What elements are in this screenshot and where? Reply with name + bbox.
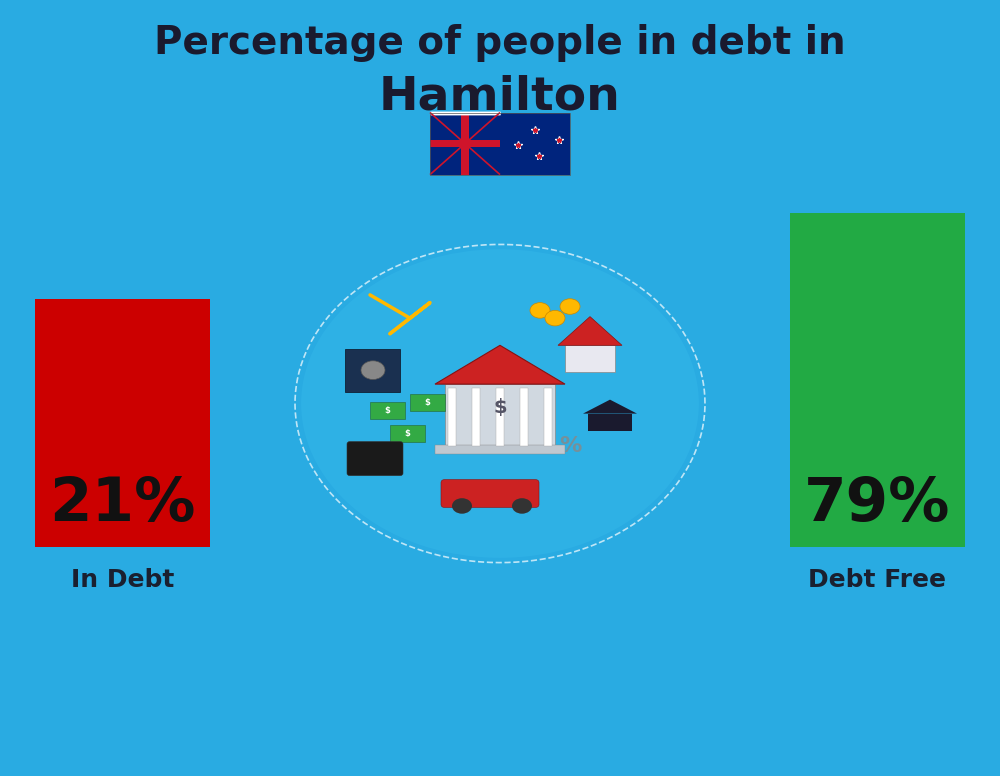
Text: $: $ (405, 429, 410, 438)
Bar (345, 349, 400, 392)
Text: 21%: 21% (49, 475, 196, 534)
Circle shape (545, 310, 565, 326)
Text: Debt Free: Debt Free (808, 568, 946, 591)
Bar (448, 388, 456, 446)
Polygon shape (558, 317, 622, 345)
Bar (370, 402, 405, 419)
Polygon shape (583, 400, 637, 414)
Bar (544, 388, 552, 446)
FancyBboxPatch shape (441, 480, 539, 508)
Circle shape (560, 299, 580, 314)
Bar (790, 213, 965, 547)
Text: In Debt: In Debt (71, 568, 174, 591)
Bar (588, 414, 632, 431)
Text: $: $ (385, 406, 390, 415)
Bar (445, 384, 555, 446)
Bar (496, 388, 504, 446)
Bar (390, 425, 425, 442)
Circle shape (452, 498, 472, 514)
Circle shape (301, 249, 699, 558)
Bar (430, 140, 500, 147)
Bar (430, 113, 570, 175)
FancyBboxPatch shape (347, 442, 403, 476)
Text: $: $ (493, 398, 507, 417)
Bar (35, 299, 210, 547)
Text: Hamilton: Hamilton (379, 74, 621, 120)
Bar (565, 345, 615, 372)
Text: 79%: 79% (804, 475, 951, 534)
Bar (472, 388, 480, 446)
Bar (410, 394, 445, 411)
Circle shape (361, 361, 385, 379)
Bar (430, 113, 570, 175)
Bar (520, 388, 528, 446)
Bar (461, 113, 469, 175)
Text: $: $ (425, 398, 430, 407)
Circle shape (512, 498, 532, 514)
Bar (435, 445, 565, 454)
Text: Percentage of people in debt in: Percentage of people in debt in (154, 24, 846, 61)
Circle shape (530, 303, 550, 318)
Polygon shape (435, 345, 565, 384)
Text: %: % (559, 436, 581, 456)
